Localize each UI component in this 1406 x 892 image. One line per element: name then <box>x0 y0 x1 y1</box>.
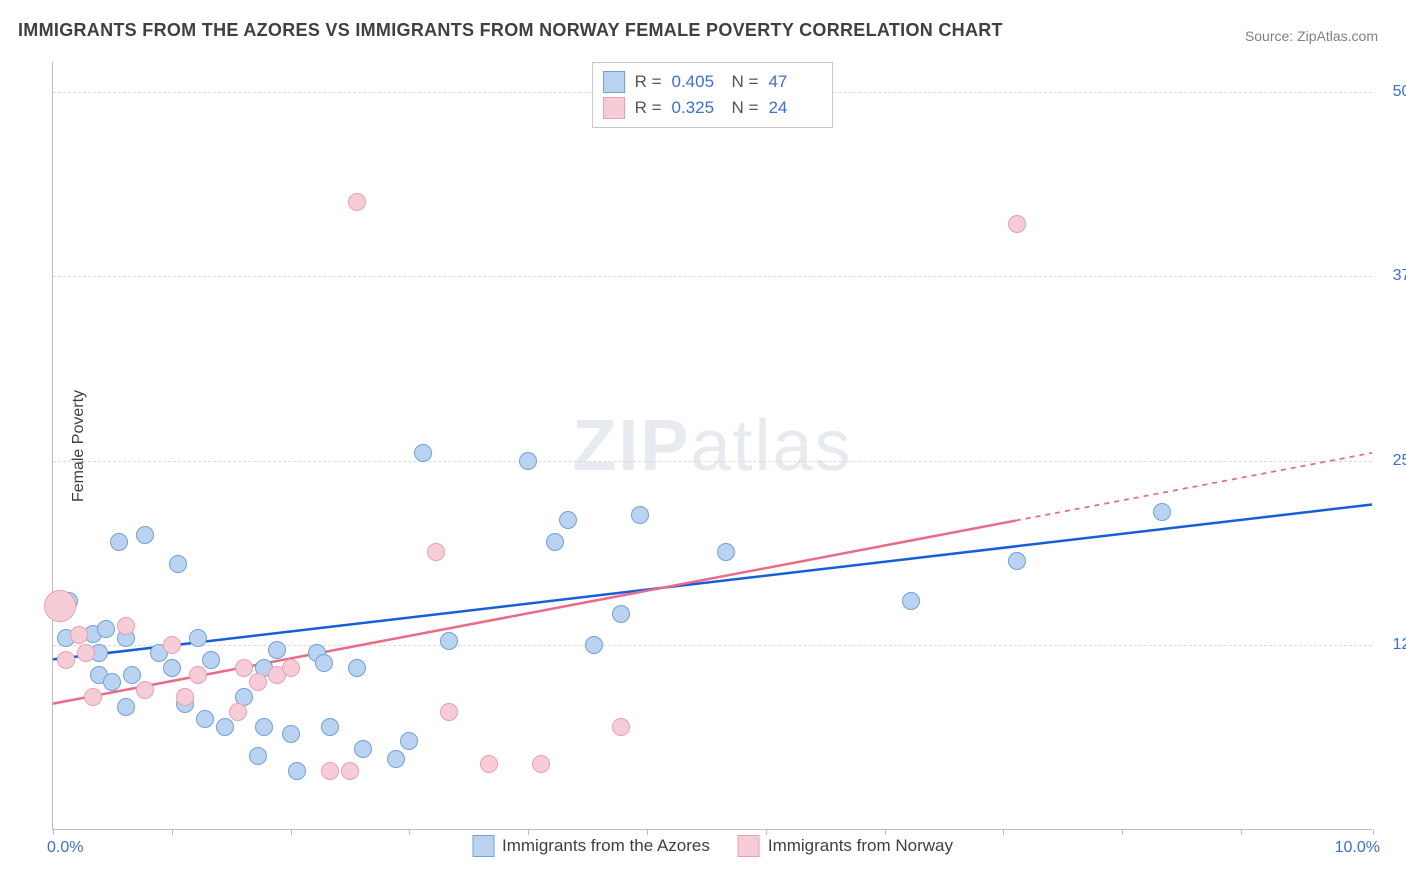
data-point-azores <box>902 592 920 610</box>
data-point-azores <box>110 533 128 551</box>
data-point-azores <box>163 659 181 677</box>
data-point-norway <box>235 659 253 677</box>
data-point-azores <box>202 651 220 669</box>
x-tick <box>291 829 292 835</box>
data-point-azores <box>717 543 735 561</box>
x-tick <box>1373 829 1374 835</box>
data-point-azores <box>354 740 372 758</box>
data-point-azores <box>103 673 121 691</box>
data-point-azores <box>288 762 306 780</box>
data-point-norway <box>480 755 498 773</box>
data-point-norway <box>1008 215 1026 233</box>
data-point-azores <box>196 710 214 728</box>
data-point-azores <box>1153 503 1171 521</box>
data-point-norway <box>612 718 630 736</box>
data-point-azores <box>97 620 115 638</box>
data-point-azores <box>612 605 630 623</box>
data-point-azores <box>519 452 537 470</box>
data-point-azores <box>546 533 564 551</box>
y-tick-label: 50.0% <box>1393 83 1406 101</box>
data-point-azores <box>400 732 418 750</box>
data-point-norway <box>341 762 359 780</box>
x-axis-end-label: 10.0% <box>1335 839 1380 857</box>
data-point-azores <box>136 526 154 544</box>
x-tick <box>53 829 54 835</box>
data-point-norway <box>249 673 267 691</box>
x-axis-start-label: 0.0% <box>47 839 83 857</box>
data-point-azores <box>255 718 273 736</box>
data-point-norway <box>189 666 207 684</box>
series-legend: Immigrants from the Azores Immigrants fr… <box>472 835 953 857</box>
data-point-azores <box>315 654 333 672</box>
data-point-norway <box>229 703 247 721</box>
data-point-norway <box>44 590 76 622</box>
trend-lines <box>53 62 1372 829</box>
x-tick <box>1003 829 1004 835</box>
data-point-azores <box>348 659 366 677</box>
swatch-icon <box>603 71 625 93</box>
correlation-row-azores: R = 0.405 N = 47 <box>603 69 819 95</box>
data-point-azores <box>282 725 300 743</box>
data-point-norway <box>136 681 154 699</box>
data-point-azores <box>268 641 286 659</box>
swatch-icon <box>738 835 760 857</box>
data-point-azores <box>559 511 577 529</box>
data-point-norway <box>70 626 88 644</box>
data-point-azores <box>249 747 267 765</box>
plot-area: Female Poverty ZIPatlas 12.5%25.0%37.5%5… <box>52 62 1372 830</box>
swatch-icon <box>603 97 625 119</box>
legend-item-azores: Immigrants from the Azores <box>472 835 710 857</box>
data-point-azores <box>216 718 234 736</box>
data-point-azores <box>387 750 405 768</box>
x-tick <box>1122 829 1123 835</box>
data-point-azores <box>440 632 458 650</box>
data-point-azores <box>585 636 603 654</box>
data-point-norway <box>532 755 550 773</box>
swatch-icon <box>472 835 494 857</box>
data-point-norway <box>321 762 339 780</box>
data-point-norway <box>176 688 194 706</box>
data-point-norway <box>84 688 102 706</box>
data-point-azores <box>1008 552 1026 570</box>
data-point-norway <box>117 617 135 635</box>
data-point-azores <box>117 698 135 716</box>
data-point-norway <box>163 636 181 654</box>
data-point-norway <box>57 651 75 669</box>
data-point-azores <box>414 444 432 462</box>
data-point-azores <box>123 666 141 684</box>
x-tick <box>409 829 410 835</box>
y-tick-label: 12.5% <box>1393 636 1406 654</box>
x-tick <box>1241 829 1242 835</box>
data-point-azores <box>631 506 649 524</box>
correlation-row-norway: R = 0.325 N = 24 <box>603 95 819 121</box>
data-point-azores <box>169 555 187 573</box>
data-point-norway <box>440 703 458 721</box>
trend-line-azores <box>53 505 1372 660</box>
data-point-norway <box>282 659 300 677</box>
correlation-legend: R = 0.405 N = 47 R = 0.325 N = 24 <box>592 62 834 128</box>
legend-item-norway: Immigrants from Norway <box>738 835 953 857</box>
data-point-azores <box>189 629 207 647</box>
y-tick-label: 37.5% <box>1393 267 1406 285</box>
data-point-norway <box>77 644 95 662</box>
data-point-azores <box>321 718 339 736</box>
source-attribution: Source: ZipAtlas.com <box>1245 28 1378 44</box>
chart-title: IMMIGRANTS FROM THE AZORES VS IMMIGRANTS… <box>18 20 1003 41</box>
x-tick <box>172 829 173 835</box>
data-point-norway <box>427 543 445 561</box>
data-point-norway <box>348 193 366 211</box>
y-tick-label: 25.0% <box>1393 452 1406 470</box>
